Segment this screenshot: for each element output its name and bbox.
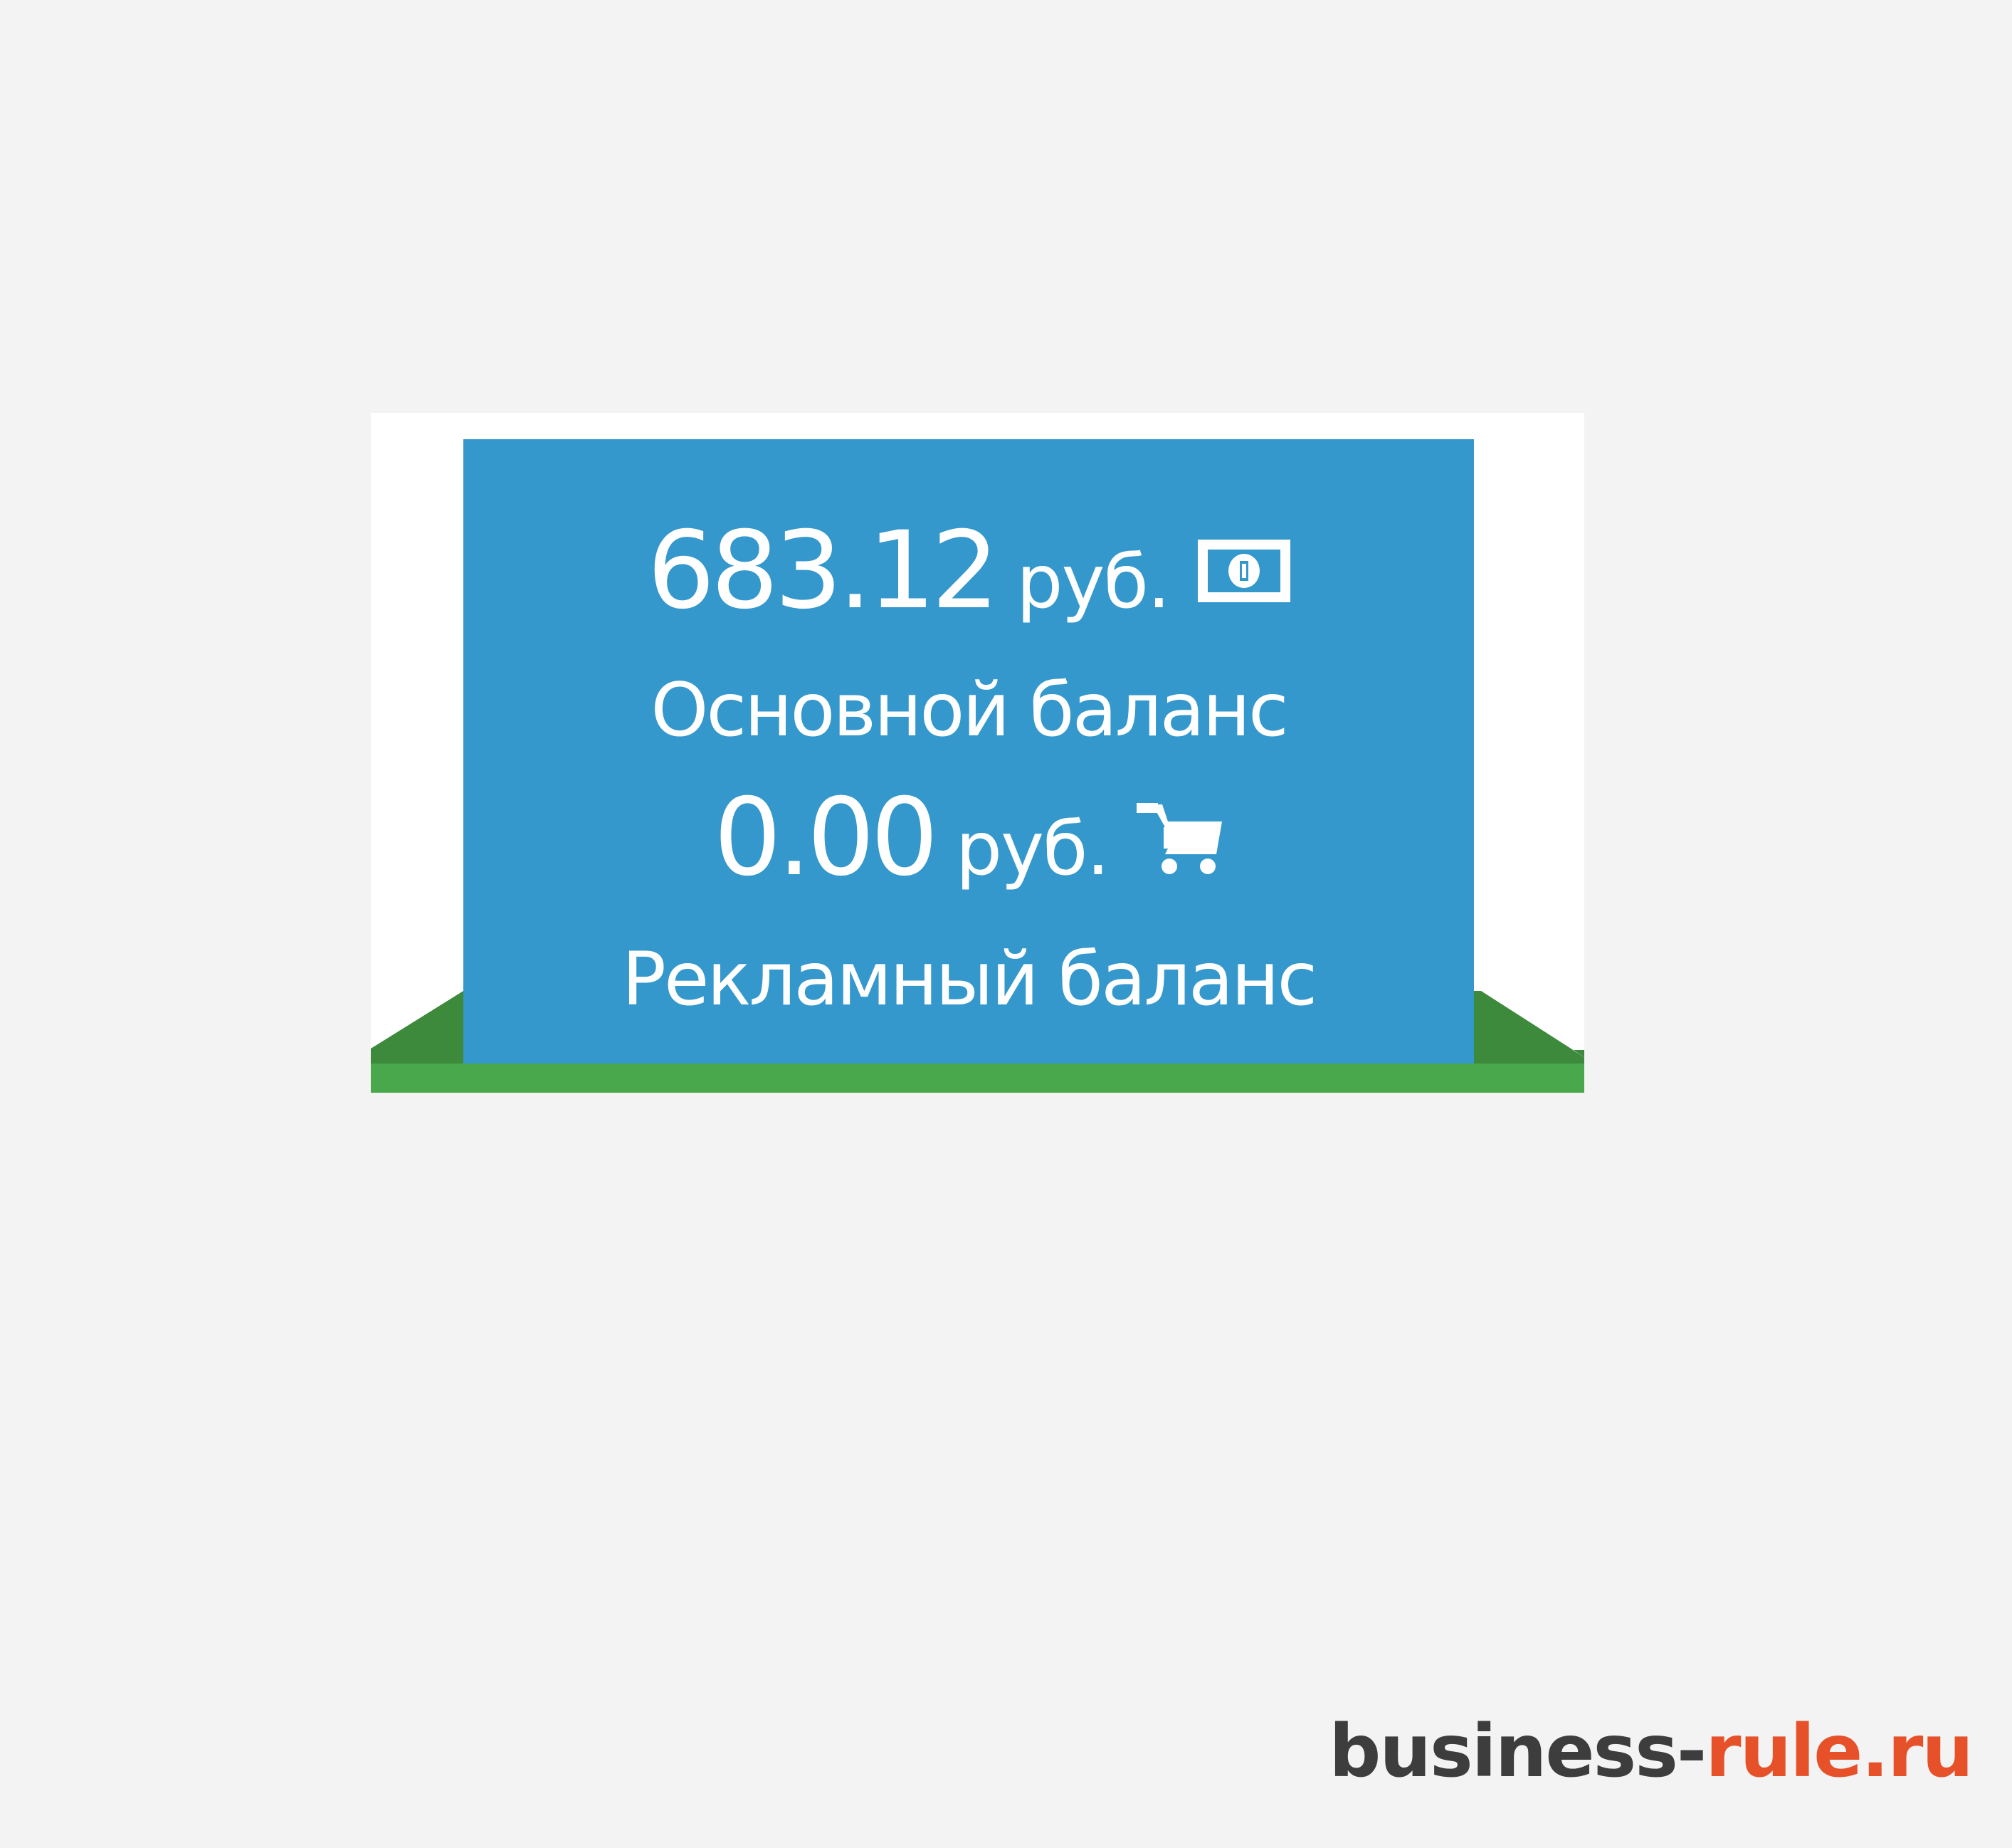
ad-balance-label: Рекламный баланс <box>621 937 1317 1022</box>
ad-balance-label-row: Рекламный баланс <box>463 943 1474 1017</box>
shopping-cart-icon <box>1137 799 1223 877</box>
main-balance-label-row: Основной баланс <box>463 674 1474 747</box>
watermark-part-dark: business- <box>1329 1709 1707 1794</box>
main-balance-currency: руб. <box>1016 540 1171 625</box>
money-bill-icon <box>1197 540 1290 602</box>
site-watermark: business-rule.ru <box>1329 1716 1974 1788</box>
ad-balance-currency: руб. <box>955 807 1110 892</box>
main-balance-amount: 683.12 <box>647 509 999 633</box>
main-balance-label: Основной баланс <box>651 668 1288 753</box>
balance-panel[interactable]: 683.12 руб. Основной баланс 0.00 руб. <box>463 439 1474 1064</box>
ad-balance-amount-row: 0.00 руб. <box>463 784 1474 891</box>
ad-balance-amount: 0.00 <box>713 776 939 900</box>
balance-widget: 683.12 руб. Основной баланс 0.00 руб. <box>371 413 1584 1093</box>
watermark-part-accent: rule.ru <box>1705 1709 1974 1794</box>
main-balance-amount-row: 683.12 руб. <box>463 518 1474 624</box>
